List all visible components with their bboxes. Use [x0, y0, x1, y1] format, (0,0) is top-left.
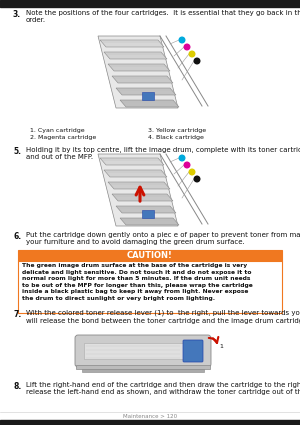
Text: 5.: 5.	[13, 147, 21, 156]
FancyBboxPatch shape	[183, 340, 203, 362]
Circle shape	[179, 155, 185, 161]
Text: With the colored toner release lever (1) to  the right, pull the lever towards y: With the colored toner release lever (1)…	[26, 310, 300, 323]
Polygon shape	[112, 194, 173, 201]
Bar	[84, 343, 184, 359]
Polygon shape	[104, 52, 167, 59]
Text: 8.: 8.	[13, 382, 21, 391]
Bar	[0, 0, 300, 7]
Bar	[142, 210, 154, 218]
Polygon shape	[116, 206, 176, 213]
Circle shape	[189, 169, 195, 175]
Text: 3.: 3.	[13, 10, 21, 19]
Polygon shape	[98, 154, 178, 226]
Bar	[0, 420, 300, 425]
Text: 1. Cyan cartridge: 1. Cyan cartridge	[30, 128, 85, 133]
Circle shape	[194, 176, 200, 182]
Text: 7.: 7.	[13, 310, 21, 319]
Polygon shape	[120, 100, 179, 107]
FancyBboxPatch shape	[18, 261, 282, 313]
Bar	[82, 369, 204, 372]
Text: CAUTION!: CAUTION!	[127, 252, 173, 261]
Text: The green image drum surface at the base of the cartridge is very
delicate and l: The green image drum surface at the base…	[22, 263, 253, 301]
Text: 2. Magenta cartridge: 2. Magenta cartridge	[30, 135, 96, 140]
Text: Lift the right-hand end of the cartridge and then draw the cartridge to the righ: Lift the right-hand end of the cartridge…	[26, 382, 300, 395]
Text: Note the positions of the four cartridges.  It is essential that they go back in: Note the positions of the four cartridge…	[26, 10, 300, 23]
Circle shape	[184, 44, 190, 50]
Text: Put the cartridge down gently onto a piec e of paper to prevent toner from marki: Put the cartridge down gently onto a pie…	[26, 232, 300, 245]
Circle shape	[194, 58, 200, 64]
Circle shape	[184, 162, 190, 168]
FancyBboxPatch shape	[18, 250, 282, 261]
Polygon shape	[104, 170, 167, 177]
Polygon shape	[108, 182, 170, 189]
FancyBboxPatch shape	[75, 335, 211, 367]
Text: 6.: 6.	[13, 232, 21, 241]
Text: Maintenance > 120: Maintenance > 120	[123, 414, 177, 419]
Text: Holding it by its top centre, lift the image drum, complete with its toner cartr: Holding it by its top centre, lift the i…	[26, 147, 300, 160]
Text: 4. Black cartridge: 4. Black cartridge	[148, 135, 204, 140]
Text: 3. Yellow cartridge: 3. Yellow cartridge	[148, 128, 206, 133]
Circle shape	[179, 37, 185, 43]
Text: 1: 1	[219, 344, 223, 349]
Polygon shape	[100, 40, 164, 47]
Polygon shape	[120, 218, 179, 225]
Polygon shape	[108, 64, 170, 71]
Polygon shape	[100, 158, 164, 165]
Bar	[76, 365, 210, 369]
Circle shape	[189, 51, 195, 57]
Polygon shape	[98, 36, 178, 108]
Polygon shape	[116, 88, 176, 95]
Polygon shape	[112, 76, 173, 83]
Bar	[142, 92, 154, 100]
